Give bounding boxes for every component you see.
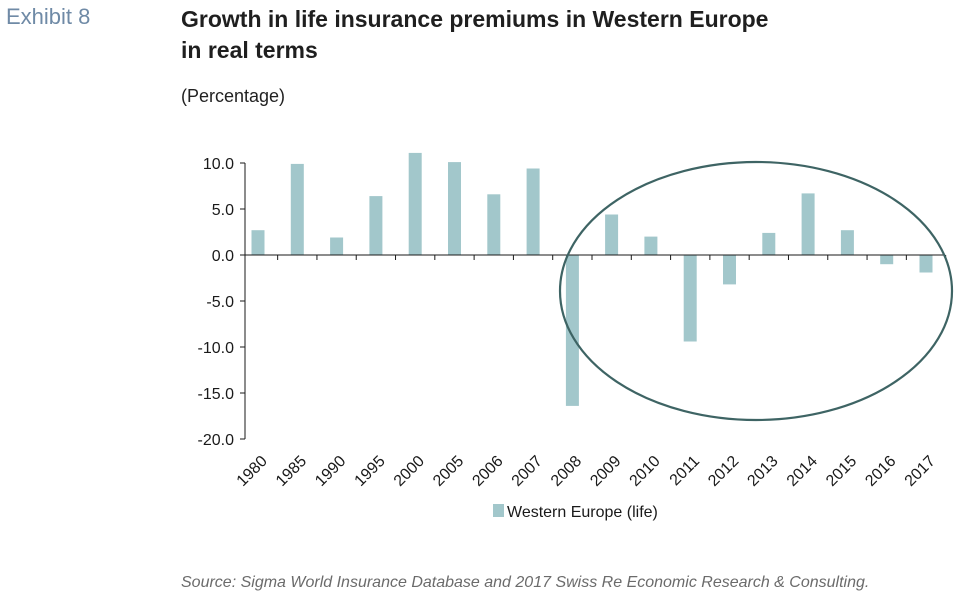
bar-chart: 10.05.00.0-5.0-10.0-15.0-20.0 1980 1985 19… (198, 152, 954, 521)
source-note: Source: Sigma World Insurance Database a… (181, 574, 870, 591)
bar-2013 (762, 232, 776, 255)
x-tick-label: 2010 (627, 453, 664, 490)
y-tick-label: -10.0 (198, 340, 235, 357)
bar-2012 (723, 255, 736, 285)
bar-1980 (251, 230, 265, 255)
bars-group (251, 152, 933, 406)
x-tick-label: 1985 (273, 453, 310, 490)
chart-title-line-2: in real terms (181, 37, 318, 63)
bar-2014 (801, 193, 815, 255)
x-tick-label: 2012 (705, 453, 742, 490)
y-tick-label: 0.0 (212, 248, 234, 265)
x-tick-label: 2005 (430, 453, 467, 490)
x-tick-label: 2006 (469, 453, 506, 490)
x-tick-label: 2000 (391, 453, 428, 490)
x-tick-label: 2013 (744, 453, 781, 490)
y-tick-label: -15.0 (198, 386, 235, 403)
x-tick-label: 2009 (587, 453, 624, 490)
bar-2016 (880, 255, 894, 265)
y-tick-label: 5.0 (212, 202, 234, 219)
y-tick-label: -5.0 (206, 294, 234, 311)
bar-2010 (644, 236, 658, 255)
bar-2007 (526, 168, 540, 255)
bar-2017 (919, 255, 933, 273)
bar-2008 (565, 255, 579, 406)
zero-baseline (245, 254, 947, 260)
chart-title-line-1: Growth in life insurance premiums in Wes… (181, 6, 769, 32)
y-tick-label: 10.0 (203, 156, 234, 173)
highlight-annotation (558, 160, 954, 422)
bar-2011 (683, 255, 697, 342)
bar-2006 (487, 194, 501, 255)
legend: Western Europe (life) (493, 504, 658, 521)
bar-2000 (408, 152, 422, 255)
legend-swatch (493, 504, 504, 517)
x-tick-label: 2017 (902, 453, 939, 490)
x-tick-label: 1995 (352, 453, 389, 490)
x-tick-label: 2014 (784, 453, 821, 490)
x-tick-label: 1990 (312, 453, 349, 490)
bar-2005 (448, 162, 461, 255)
x-tick-label: 2015 (823, 453, 860, 490)
bar-2009 (605, 214, 619, 255)
x-tick-label: 1980 (234, 453, 271, 490)
bar-1985 (290, 163, 304, 255)
bar-1995 (369, 196, 383, 255)
chart-subtitle: (Percentage) (181, 86, 286, 106)
chart-title: Growth in life insurance premiums in Wes… (181, 4, 768, 66)
x-tick-label: 2016 (862, 453, 899, 490)
x-tick-label: 2011 (667, 453, 703, 489)
bar-1990 (330, 237, 344, 255)
legend-label: Western Europe (life) (507, 504, 658, 521)
y-axis: 10.0 5.0 0.0 -5.0 -10.0 -15.0 -20.0 (198, 156, 246, 449)
highlight-ellipse (558, 160, 954, 422)
x-axis-labels: 1980 1985 1990 1995 2000 2005 2006 2007 2008 2009… (234, 453, 939, 490)
y-tick-label: -20.0 (198, 432, 235, 449)
exhibit-label: Exhibit 8 (6, 4, 91, 29)
bar-2015 (840, 230, 854, 255)
x-tick-label: 2007 (509, 453, 546, 490)
x-tick-label: 2008 (548, 453, 585, 490)
